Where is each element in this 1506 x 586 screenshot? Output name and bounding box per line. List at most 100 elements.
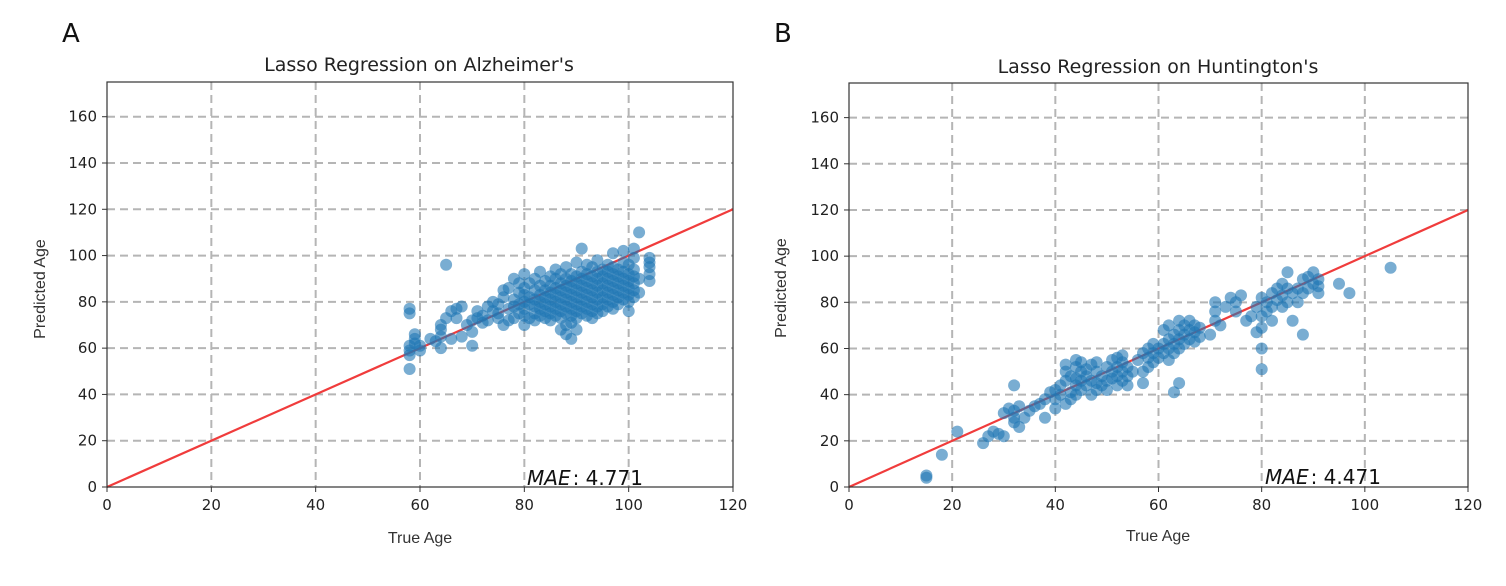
data-point [518, 268, 531, 281]
data-point [633, 226, 646, 239]
data-point [1168, 386, 1180, 399]
data-point [1059, 358, 1072, 371]
data-point [1384, 261, 1397, 274]
x-tick-label: 20 [202, 496, 221, 514]
data-point [997, 430, 1010, 443]
data-point [627, 242, 640, 255]
y-tick-label: 40 [820, 386, 839, 404]
data-point [450, 312, 463, 325]
y-tick-label: 20 [820, 432, 839, 450]
data-point [617, 244, 630, 257]
y-tick-label: 120 [810, 201, 839, 219]
grid-a [107, 82, 733, 487]
y-tick-label: 140 [68, 154, 97, 172]
y-tick-label: 100 [68, 247, 97, 265]
data-point [575, 242, 588, 255]
data-point [1343, 287, 1356, 300]
grid-b [849, 83, 1468, 487]
data-point [1121, 379, 1134, 392]
y-tick-label: 0 [829, 478, 839, 496]
data-point [627, 251, 640, 264]
data-point [440, 258, 453, 271]
data-point [414, 339, 426, 352]
mae-annotation-b: MAE: 4.471 [1265, 465, 1381, 489]
mae-label-b: MAE [1265, 465, 1309, 489]
x-tick-label: 120 [719, 496, 748, 514]
y-tick-label: 140 [810, 155, 839, 173]
data-point [1137, 377, 1149, 390]
x-tick-label: 60 [410, 496, 429, 514]
x-tick-label: 80 [515, 496, 534, 514]
data-point [1229, 305, 1242, 318]
data-point [445, 332, 458, 345]
x-tick-label: 0 [844, 496, 854, 514]
data-point [1286, 314, 1299, 327]
data-point [1296, 328, 1309, 341]
x-tick-label: 40 [306, 496, 325, 514]
data-point [633, 286, 646, 299]
y-axis-label-b: Predicted Age [773, 238, 790, 338]
data-point [403, 302, 416, 315]
x-axis-label-a: True Age [388, 530, 452, 547]
y-tick-label: 100 [810, 247, 839, 265]
data-point [1281, 296, 1294, 309]
y-tick-label: 40 [78, 385, 97, 403]
x-tick-label: 120 [1454, 496, 1483, 514]
x-tick-label: 20 [943, 496, 962, 514]
data-point [1235, 289, 1247, 302]
x-ticks-a: 0 20 40 60 80 100 120 [102, 487, 747, 514]
y-ticks-a: 0 20 40 60 80 100 120 140 160 [68, 108, 107, 496]
data-point [607, 247, 619, 260]
data-point [481, 314, 494, 327]
y-ticks-b: 0 20 40 60 80 100 120 140 160 [810, 109, 849, 496]
data-point [565, 332, 578, 345]
data-point [1281, 266, 1294, 279]
data-point [1193, 330, 1206, 343]
chart-title-b: Lasso Regression on Huntington's [998, 56, 1319, 78]
mae-value-b: : 4.471 [1311, 465, 1381, 489]
y-tick-label: 80 [820, 293, 839, 311]
data-point [1116, 349, 1129, 362]
data-point [1255, 342, 1268, 355]
data-point [466, 339, 479, 352]
scatter-points-b [920, 261, 1397, 484]
data-point [455, 330, 468, 343]
y-tick-label: 160 [810, 109, 839, 127]
data-point [570, 323, 583, 336]
y-tick-label: 20 [78, 432, 97, 450]
data-point [534, 265, 546, 278]
y-tick-label: 160 [68, 108, 97, 126]
data-point [1209, 305, 1222, 318]
mae-label-a: MAE [527, 466, 571, 490]
data-point [570, 256, 583, 269]
y-tick-label: 0 [87, 478, 97, 496]
chart-title-a: Lasso Regression on Alzheimer's [264, 54, 574, 76]
y-tick-label: 80 [78, 293, 97, 311]
data-point [434, 342, 447, 355]
data-point [1245, 310, 1258, 323]
data-point [502, 282, 515, 294]
data-point [1054, 388, 1067, 401]
data-point [622, 305, 635, 318]
x-tick-label: 60 [1149, 496, 1168, 514]
data-point [1255, 363, 1268, 376]
data-point [633, 272, 646, 285]
data-point [1255, 321, 1268, 334]
data-point [1209, 296, 1222, 309]
x-tick-label: 40 [1046, 496, 1065, 514]
x-ticks-b: 0 20 40 60 80 100 120 [844, 487, 1482, 514]
chart-panel-a: A Lasso Regression on Alzheimer's 0 20 40 6… [32, 19, 747, 547]
x-tick-label: 0 [102, 496, 112, 514]
panel-letter-b: B [774, 19, 792, 49]
scatter-points-a [403, 226, 656, 375]
data-point [1250, 300, 1263, 313]
data-point [643, 251, 656, 264]
mae-annotation-a: MAE: 4.771 [527, 466, 643, 490]
data-point [1049, 402, 1062, 415]
panel-letter-a: A [62, 19, 80, 49]
y-tick-label: 60 [820, 339, 839, 357]
data-point [492, 307, 505, 320]
data-point [1312, 273, 1325, 286]
mae-value-a: : 4.771 [573, 466, 643, 490]
